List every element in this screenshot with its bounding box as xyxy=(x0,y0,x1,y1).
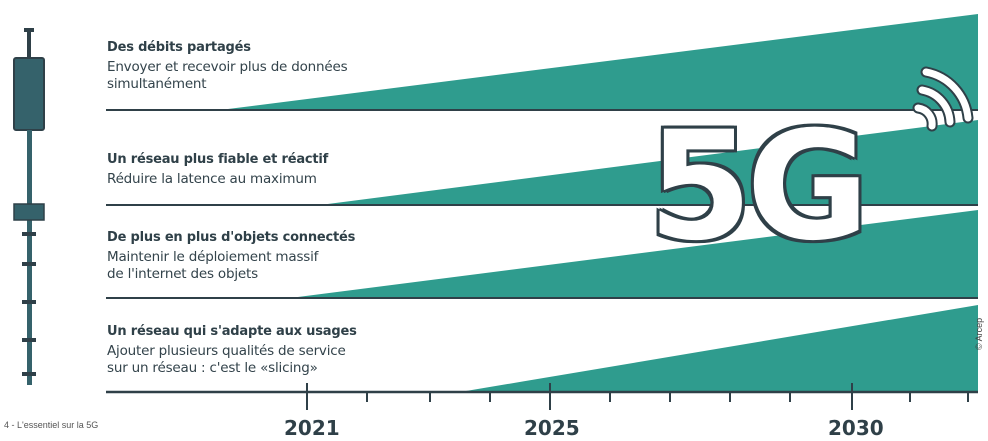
credit: © Arcep xyxy=(974,317,984,350)
row-usages: Un réseau qui s'adapte aux usages Ajoute… xyxy=(107,324,357,377)
row-title: De plus en plus d'objets connectés xyxy=(107,230,356,245)
row-debits: Des débits partagés Envoyer et recevoir … xyxy=(107,40,348,93)
row-desc: sur un réseau : c'est le «slicing» xyxy=(107,360,318,376)
row-desc: Ajouter plusieurs qualités de service xyxy=(107,343,346,359)
antenna-icon xyxy=(13,28,45,385)
wedge-debits xyxy=(220,14,978,110)
year-label: 2021 xyxy=(284,416,340,440)
row-fiabilite: Un réseau plus fiable et réactif Réduire… xyxy=(107,152,328,188)
signal-waves-icon xyxy=(912,66,974,132)
wedge-fiabilite xyxy=(320,120,978,205)
logo-5g: 5G xyxy=(648,100,869,274)
wedge-usages xyxy=(460,305,978,392)
row-desc: de l'internet des objets xyxy=(107,266,258,282)
row-desc: Envoyer et recevoir plus de données xyxy=(107,59,348,75)
page-footer: 4 - L'essentiel sur la 5G xyxy=(4,420,99,430)
row-desc: simultanément xyxy=(107,76,207,92)
wedge-objets xyxy=(290,210,978,298)
row-desc: Réduire la latence au maximum xyxy=(107,171,317,187)
year-label: 2025 xyxy=(524,416,580,440)
year-label: 2030 xyxy=(828,416,884,440)
row-objets: De plus en plus d'objets connectés Maint… xyxy=(107,230,355,283)
row-title: Des débits partagés xyxy=(107,40,251,55)
row-title: Un réseau plus fiable et réactif xyxy=(107,152,329,167)
timeline-ticks xyxy=(306,383,969,410)
row-desc: Maintenir le déploiement massif xyxy=(107,249,319,265)
row-title: Un réseau qui s'adapte aux usages xyxy=(107,324,357,339)
